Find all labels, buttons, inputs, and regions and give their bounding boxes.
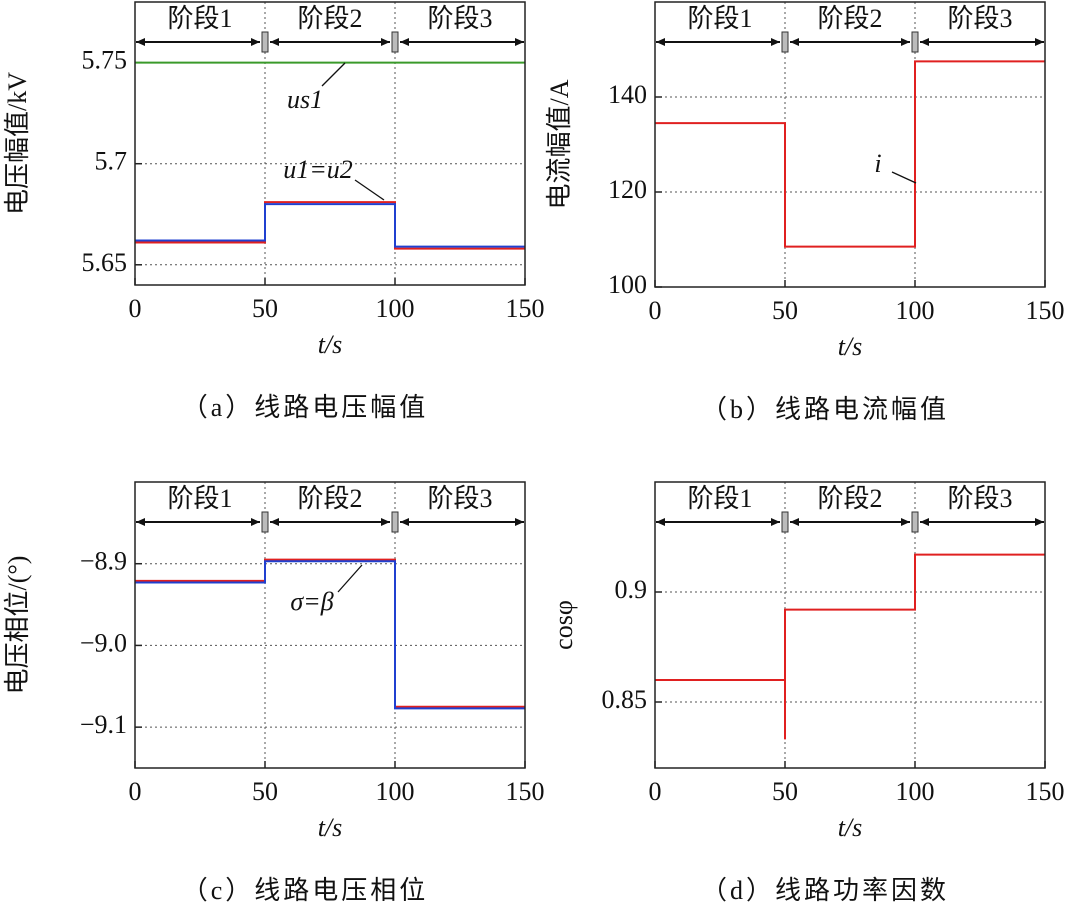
y-axis-label: 电流幅值/A — [545, 79, 574, 209]
x-tick-label: 100 — [896, 777, 935, 806]
y-tick-label: −9.0 — [80, 628, 127, 657]
series-line — [135, 201, 525, 250]
x-tick-label: 100 — [376, 294, 415, 323]
annotation: us1 — [287, 85, 323, 114]
x-tick-label: 0 — [649, 777, 662, 806]
series-line — [655, 60, 1045, 248]
y-tick-label: 5.7 — [95, 147, 128, 176]
annotation-leader — [354, 179, 385, 201]
series-line — [135, 203, 525, 248]
annotation: σ=β — [290, 587, 333, 616]
x-axis-label: t/s — [318, 813, 343, 842]
x-axis-label: t/s — [838, 813, 863, 842]
x-tick-label: 150 — [1026, 777, 1065, 806]
series-line — [655, 553, 1045, 740]
stage-divider — [781, 31, 789, 53]
series-line — [135, 560, 525, 710]
caption: （c）线路电压相位 — [182, 876, 429, 905]
y-axis-label: cosφ — [549, 600, 578, 650]
x-tick-label: 0 — [129, 777, 142, 806]
stage-divider — [911, 511, 919, 533]
stage-label: 阶段3 — [947, 4, 1012, 33]
y-tick-label: 5.75 — [82, 46, 128, 75]
x-tick-label: 50 — [772, 777, 798, 806]
x-tick-label: 150 — [506, 777, 545, 806]
x-tick-label: 150 — [1026, 296, 1065, 325]
stage-divider — [391, 31, 399, 53]
x-tick-label: 50 — [252, 294, 278, 323]
annotation: u1=u2 — [283, 155, 353, 184]
plot-frame — [134, 1, 526, 286]
stage-divider — [781, 511, 789, 533]
annotation-leader — [321, 62, 346, 87]
plot-frame — [654, 481, 1046, 769]
stage-label: 阶段3 — [947, 484, 1012, 513]
stage-label: 阶段2 — [817, 4, 882, 33]
y-tick-label: 140 — [608, 80, 647, 109]
y-axis-label: 电压幅值/kV — [3, 72, 32, 215]
caption: （a）线路电压幅值 — [182, 393, 429, 422]
annotation-leader — [891, 171, 917, 184]
stage-label: 阶段2 — [817, 484, 882, 513]
stage-label: 阶段1 — [687, 4, 752, 33]
x-tick-label: 50 — [772, 296, 798, 325]
stage-divider — [911, 31, 919, 53]
stage-label: 阶段1 — [687, 484, 752, 513]
y-tick-label: 100 — [608, 270, 647, 299]
stage-divider — [261, 511, 269, 533]
y-tick-label: 5.65 — [82, 248, 128, 277]
y-axis-label: 电压相位/(°) — [3, 556, 32, 695]
y-tick-label: −8.9 — [80, 547, 127, 576]
annotation: i — [874, 149, 881, 178]
stage-label: 阶段2 — [297, 4, 362, 33]
x-tick-label: 0 — [649, 296, 662, 325]
stage-label: 阶段1 — [167, 484, 232, 513]
plot-frame — [134, 481, 526, 769]
stage-divider — [261, 31, 269, 53]
x-tick-label: 100 — [896, 296, 935, 325]
x-tick-label: 150 — [506, 294, 545, 323]
plot-frame — [654, 1, 1046, 288]
stage-label: 阶段3 — [427, 4, 492, 33]
y-tick-label: −9.1 — [80, 710, 127, 739]
y-tick-label: 0.85 — [602, 685, 648, 714]
x-tick-label: 100 — [376, 777, 415, 806]
y-tick-label: 0.9 — [615, 575, 648, 604]
stage-label: 阶段1 — [167, 4, 232, 33]
stage-label: 阶段3 — [427, 484, 492, 513]
stage-divider — [391, 511, 399, 533]
annotation-leader — [337, 564, 363, 593]
x-tick-label: 50 — [252, 777, 278, 806]
y-tick-label: 120 — [608, 175, 647, 204]
x-axis-label: t/s — [838, 332, 863, 361]
x-axis-label: t/s — [318, 330, 343, 359]
stage-label: 阶段2 — [297, 484, 362, 513]
caption: （d）线路功率因数 — [701, 876, 949, 905]
x-tick-label: 0 — [129, 294, 142, 323]
series-line — [135, 558, 525, 708]
caption: （b）线路电流幅值 — [701, 395, 949, 424]
